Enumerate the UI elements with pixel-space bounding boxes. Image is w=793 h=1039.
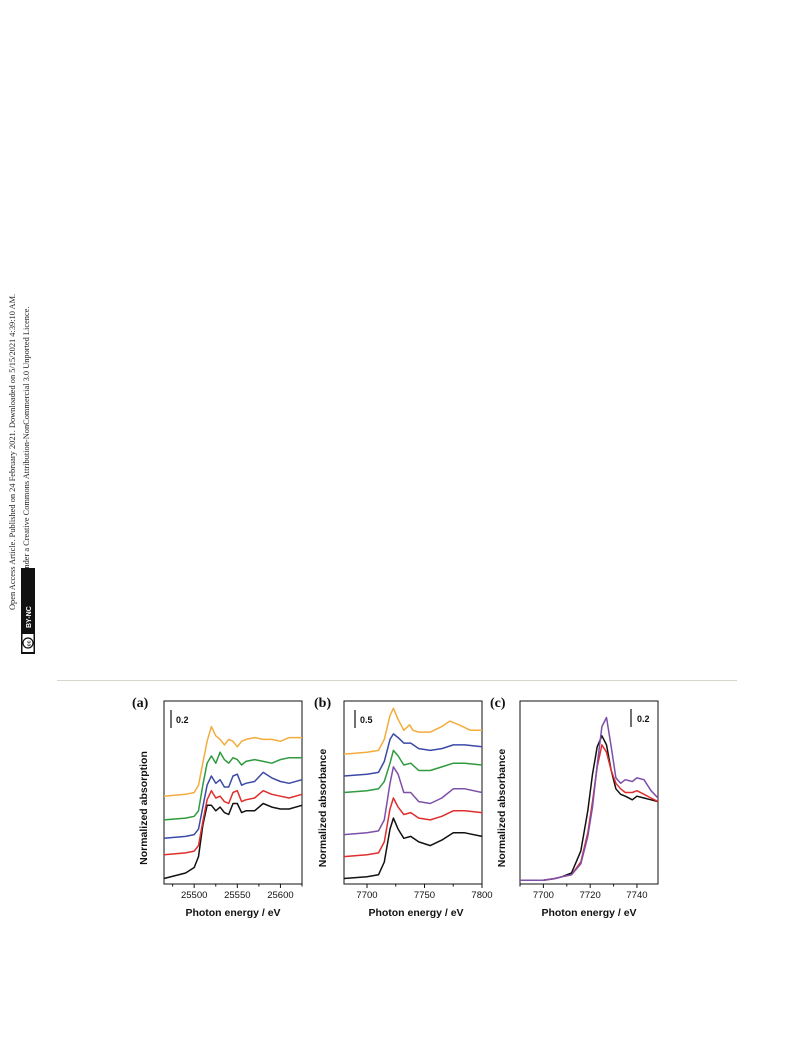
cc-badge-text: cc: [27, 640, 33, 646]
xas-figure: (a) Normalized absorption Photon energy …: [120, 688, 680, 933]
panel-b-letter: (b): [314, 696, 331, 711]
panel-c-letter: (c): [490, 696, 506, 711]
series-line-purple: [520, 716, 659, 882]
x-tick-label: 7720: [580, 890, 601, 901]
series-line-black: [343, 817, 483, 880]
section-divider: [57, 680, 737, 681]
series-line-red: [343, 797, 483, 858]
panel-b-ylabel: Normalized absorbance: [317, 749, 329, 868]
series-line-green: [163, 751, 302, 821]
series-line-blue: [343, 733, 483, 777]
plot-frame: [519, 700, 659, 885]
x-tick-label: 7750: [414, 890, 435, 901]
panel-c: (c) Normalized absorbance Photon energy …: [490, 696, 659, 919]
panel-a-ylabel: Normalized absorption: [138, 751, 150, 865]
series-line-orange: [163, 725, 302, 797]
panel-b: (b) Normalized absorbance Photon energy …: [314, 696, 493, 919]
plot-frame: [343, 700, 483, 885]
panel-b-xlabel: Photon energy / eV: [368, 907, 463, 919]
notice-line-2: This article is licensed under a Creativ…: [22, 306, 31, 650]
panel-c-scale-label: 0.2: [637, 714, 650, 724]
x-tick-label: 25600: [267, 890, 293, 901]
panel-b-scale-label: 0.5: [360, 715, 373, 725]
series-line-orange: [343, 707, 482, 755]
series-line-green: [343, 749, 483, 794]
panel-a-letter: (a): [132, 696, 149, 711]
plot-frame: [163, 700, 303, 885]
x-tick-label: 7740: [626, 890, 647, 901]
notice-line-1: Open Access Article. Published on 24 Feb…: [8, 294, 17, 610]
panel-a: (a) Normalized absorption Photon energy …: [132, 696, 303, 919]
xas-figure-svg: (a) Normalized absorption Photon energy …: [132, 696, 659, 919]
open-access-notice: Open Access Article. Published on 24 Feb…: [0, 0, 40, 660]
series-line-red: [520, 744, 659, 882]
series-line-blue: [163, 771, 303, 840]
x-tick-label: 25550: [224, 890, 250, 901]
cc-license-badge[interactable]: cc BY-NC: [21, 568, 35, 654]
x-tick-label: 25500: [181, 890, 207, 901]
by-nc-badge-text: BY-NC: [26, 606, 33, 628]
series-line-black: [163, 802, 303, 880]
panel-c-xlabel: Photon energy / eV: [541, 907, 636, 919]
x-tick-label: 7700: [356, 890, 377, 901]
panel-a-xlabel: Photon energy / eV: [185, 907, 280, 919]
panel-a-scale-label: 0.2: [176, 715, 189, 725]
x-tick-label: 7800: [471, 890, 492, 901]
series-line-black: [520, 735, 659, 882]
panel-c-ylabel: Normalized absorbance: [496, 749, 508, 868]
series-line-red: [163, 789, 303, 856]
series-line-purple: [343, 766, 483, 836]
cc-icon: [22, 637, 34, 649]
x-tick-label: 7700: [533, 890, 554, 901]
